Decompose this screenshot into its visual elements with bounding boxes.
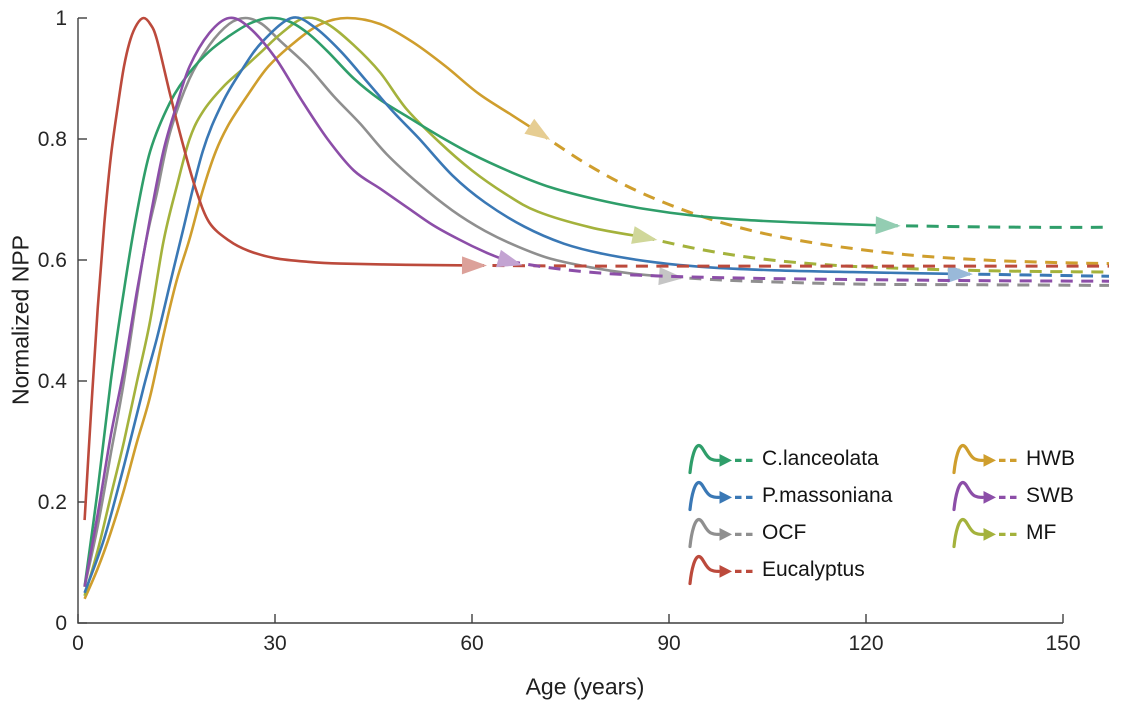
legend-column-2: HWB SWB MF (951, 440, 1075, 551)
y-tick-label: 1 (55, 7, 67, 30)
legend-icon-p-massoniana (688, 480, 753, 512)
y-tick-label: 0.8 (38, 128, 67, 151)
legend-label-c-lanceolata: C.lanceolata (762, 446, 879, 470)
series-arrow-eucalyptus (461, 256, 487, 275)
legend-label-p-massoniana: P.massoniana (762, 483, 893, 507)
series-arrow-p-massoniana (947, 264, 973, 283)
legend-item-swb: SWB (951, 477, 1075, 514)
legend-label-mf: MF (1026, 520, 1057, 544)
x-tick-label: 90 (657, 632, 680, 655)
legend-icon-swb (952, 480, 1017, 512)
legend-label-hwb: HWB (1026, 446, 1075, 470)
series-dashed-c-lanceolata (885, 224, 1110, 229)
series-arrow-hwb (524, 118, 551, 140)
series-dashed-mf (642, 235, 1110, 274)
x-tick-label: 150 (1045, 632, 1080, 655)
legend-item-p-massoniana: P.massoniana (687, 477, 892, 514)
series-line-hwb (83, 16, 539, 600)
series-arrow-ocf (658, 267, 684, 286)
series-dashed-hwb (536, 130, 1110, 266)
series-arrow-c-lanceolata (875, 216, 901, 235)
series-line-swb (83, 16, 509, 587)
legend-item-hwb: HWB (951, 440, 1075, 477)
x-tick-label: 30 (263, 632, 286, 655)
legend-item-mf: MF (951, 514, 1075, 551)
series-dashed-eucalyptus (471, 263, 1109, 268)
legend-label-swb: SWB (1026, 483, 1074, 507)
legend-item-c-lanceolata: C.lanceolata (687, 440, 892, 477)
y-tick-label: 0 (55, 612, 67, 635)
series-line-eucalyptus (83, 16, 473, 521)
legend-item-eucalyptus: Eucalyptus (687, 551, 892, 588)
axes-frame (77, 18, 1063, 624)
y-tick-label: 0.4 (38, 370, 68, 393)
series-line-c-lanceolata (83, 16, 886, 587)
y-axis-label: Normalized NPP (7, 235, 34, 405)
legend-label-eucalyptus: Eucalyptus (762, 557, 865, 581)
legend-label-ocf: OCF (762, 520, 807, 544)
series-line-p-massoniana (83, 16, 958, 594)
x-axis-label: Age (years) (525, 673, 645, 700)
legend-icon-mf (952, 517, 1017, 549)
series-arrow-swb (496, 249, 523, 268)
legend-icon-hwb (952, 443, 1017, 475)
y-tick-label: 0.6 (38, 249, 67, 272)
legend-icon-eucalyptus (688, 554, 753, 586)
x-tick-label: 0 (72, 632, 84, 655)
x-tick-label: 60 (460, 632, 483, 655)
series-line-mf (83, 16, 643, 597)
legend-icon-c-lanceolata (688, 443, 753, 475)
series-arrow-mf (631, 226, 658, 244)
y-tick-label: 0.2 (38, 491, 67, 514)
legend-item-ocf: OCF (687, 514, 892, 551)
series-dashed-ocf (668, 275, 1110, 287)
legend-column-1: C.lanceolata P.massoniana OCF Eucalyptus (687, 440, 892, 588)
series-dashed-p-massoniana (957, 272, 1110, 278)
legend-icon-ocf (688, 517, 753, 549)
x-tick-label: 120 (848, 632, 883, 655)
